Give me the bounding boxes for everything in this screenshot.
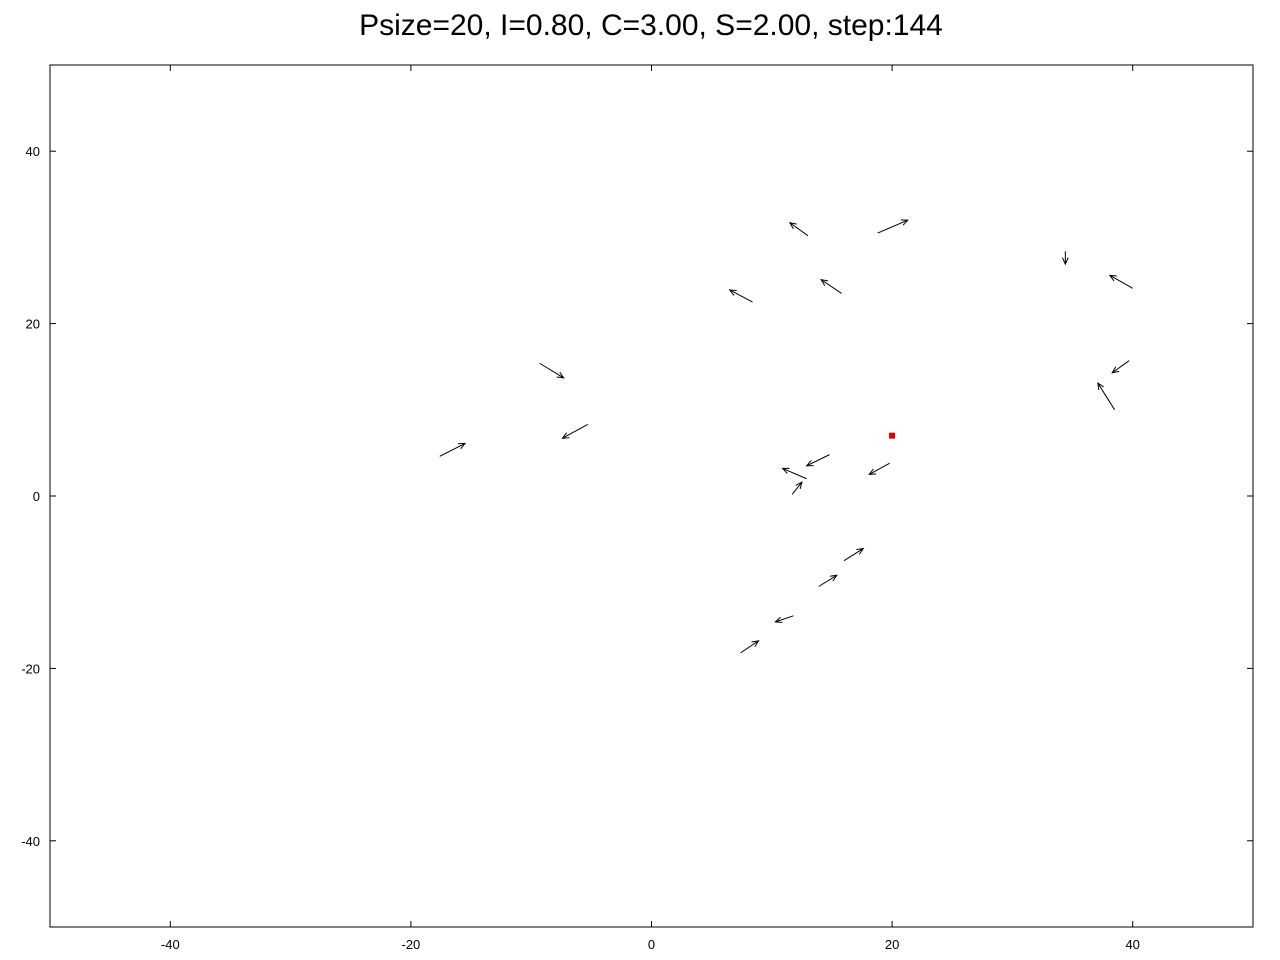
velocity-arrow (561, 424, 588, 439)
velocity-arrow (728, 289, 753, 303)
velocity-arrow (439, 442, 467, 457)
arrow-layer (439, 219, 1133, 654)
y-tick-label: -40 (21, 834, 40, 849)
velocity-arrow (1108, 274, 1133, 289)
y-tick-label: -20 (21, 661, 40, 676)
velocity-arrow (868, 462, 890, 476)
axis-tick-labels: -40 -20 0 20 40 -40 -20 0 20 40 (21, 144, 1140, 952)
velocity-arrow (1097, 382, 1116, 411)
x-tick-label: -40 (161, 937, 180, 952)
velocity-arrow (791, 481, 803, 495)
target-layer (889, 432, 896, 439)
x-tick-label: 20 (885, 937, 899, 952)
velocity-arrow (740, 640, 760, 654)
y-tick-label: 0 (33, 489, 40, 504)
velocity-arrow (818, 574, 838, 587)
axis-ticks (50, 65, 1253, 927)
velocity-arrow (781, 467, 807, 480)
velocity-arrow (805, 454, 830, 467)
velocity-arrow (1111, 360, 1130, 374)
x-tick-label: 40 (1125, 937, 1139, 952)
velocity-arrow (774, 615, 794, 624)
x-tick-label: -20 (402, 937, 421, 952)
velocity-arrow (877, 219, 909, 234)
y-tick-label: 20 (26, 317, 40, 332)
chart-title: Psize=20, I=0.80, C=3.00, S=2.00, step:1… (359, 9, 943, 42)
velocity-arrow (539, 362, 565, 379)
x-tick-label: 0 (648, 937, 655, 952)
velocity-arrow (788, 222, 809, 237)
y-tick-label: 40 (26, 144, 40, 159)
velocity-arrow (1062, 251, 1069, 266)
velocity-arrow (820, 278, 842, 294)
plot-frame (49, 64, 1254, 928)
target-marker (889, 432, 896, 439)
velocity-arrow (843, 547, 865, 562)
